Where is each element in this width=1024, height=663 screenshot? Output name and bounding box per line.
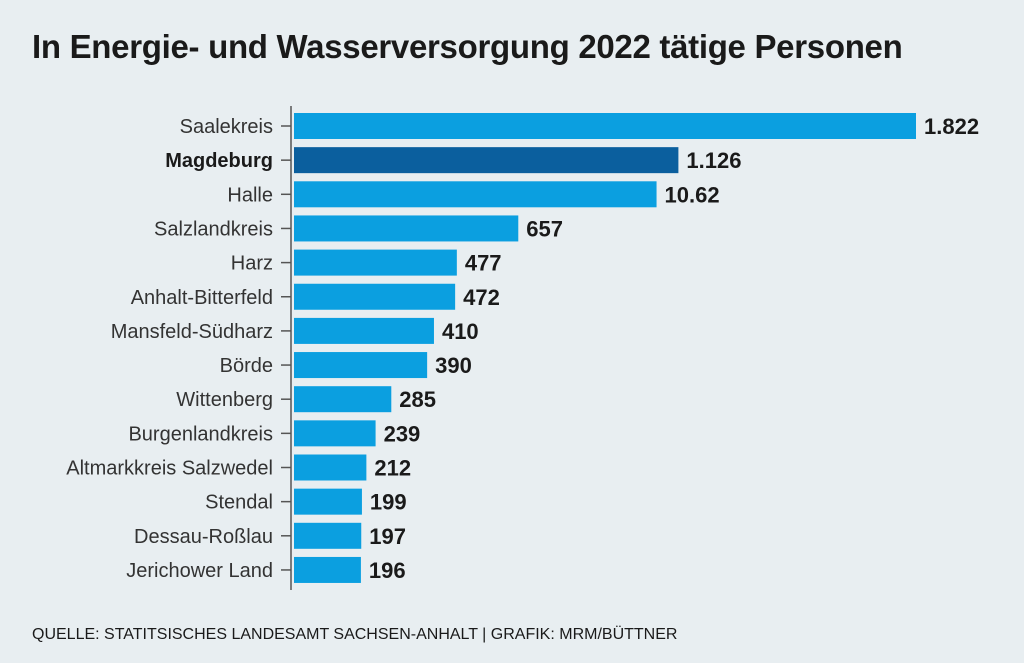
- bar: [294, 522, 362, 549]
- value-label: 472: [463, 285, 500, 310]
- bar: [294, 420, 376, 447]
- bar: [294, 181, 657, 208]
- bar: [294, 386, 392, 413]
- category-label: Burgenlandkreis: [128, 423, 273, 445]
- category-label: Jerichower Land: [126, 560, 273, 582]
- category-label: Dessau-Roßlau: [134, 526, 273, 548]
- value-label: 10.62: [665, 182, 720, 207]
- value-label: 1.822: [924, 114, 979, 139]
- chart-title: In Energie- und Wasserversorgung 2022 tä…: [32, 28, 903, 65]
- category-label: Wittenberg: [176, 389, 273, 411]
- value-label: 199: [370, 490, 407, 515]
- category-label: Altmarkkreis Salzwedel: [66, 458, 273, 480]
- category-label: Anhalt-Bitterfeld: [131, 287, 273, 309]
- value-label: 196: [369, 558, 406, 583]
- bar: [294, 249, 457, 276]
- bar: [294, 215, 519, 242]
- bar: [294, 317, 434, 344]
- category-label: Mansfeld-Südharz: [111, 321, 273, 343]
- category-label: Saalekreis: [180, 116, 273, 138]
- value-label: 285: [399, 387, 436, 412]
- value-label: 657: [526, 216, 563, 241]
- value-label: 390: [435, 353, 472, 378]
- category-label: Harz: [231, 253, 273, 275]
- category-label: Halle: [227, 184, 273, 206]
- source-note: QUELLE: STATITSISCHES LANDESAMT SACHSEN-…: [32, 626, 678, 643]
- bar: [294, 556, 361, 583]
- value-label: 197: [369, 524, 406, 549]
- value-label: 212: [374, 456, 411, 481]
- value-label: 239: [384, 421, 421, 446]
- value-label: 477: [465, 251, 502, 276]
- category-label: Salzlandkreis: [154, 218, 273, 240]
- bar: [294, 113, 916, 139]
- bar: [294, 488, 362, 515]
- bar: [294, 147, 679, 174]
- bar: [294, 283, 456, 310]
- value-label: 1.126: [686, 148, 741, 173]
- bar: [294, 454, 367, 481]
- bar: [294, 352, 428, 379]
- category-label: Börde: [220, 355, 273, 377]
- value-label: 410: [442, 319, 479, 344]
- category-label: Magdeburg: [165, 150, 273, 172]
- category-label: Stendal: [205, 492, 273, 514]
